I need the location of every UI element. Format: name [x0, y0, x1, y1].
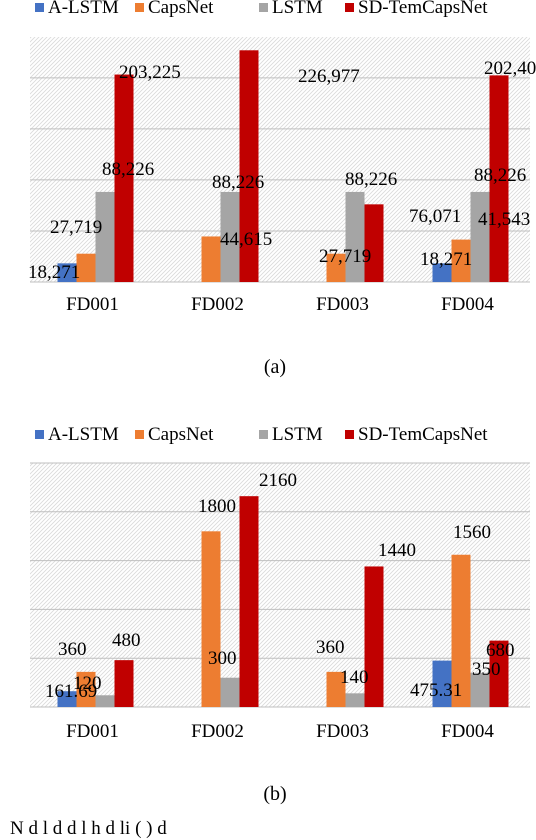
- bar-capsnet-fd001: [76, 671, 96, 707]
- bar-sd-temcapsnet-fd003: [364, 204, 384, 282]
- bar-sd-temcapsnet-fd001: [114, 660, 134, 707]
- data-label-a-lstm: 161.69: [45, 681, 97, 702]
- data-label-lstm: 140: [340, 667, 369, 688]
- data-label-capsnet: 1560: [453, 522, 491, 543]
- footer-caption-text: N d l d d l h d li ( ) d: [10, 818, 167, 839]
- bar-capsnet-fd002: [201, 531, 221, 707]
- data-label-capsnet: 41,543: [478, 209, 530, 230]
- legend-swatch-capsnet: [135, 3, 144, 12]
- bar-lstm-fd004: [470, 191, 490, 282]
- legend-label-a-lstm: A-LSTM: [48, 0, 119, 18]
- data-label-sd-temcapsnet: 2160: [259, 470, 297, 491]
- bar-sd-temcapsnet-fd003: [364, 566, 384, 707]
- bar-lstm-fd003: [345, 693, 365, 707]
- legend-swatch-lstm: [259, 430, 268, 439]
- data-label-sd-temcapsnet: 226,977: [298, 66, 360, 87]
- data-label-sd-temcapsnet: 680: [486, 640, 515, 661]
- data-label-lstm: 88,226: [345, 169, 397, 190]
- x-tick-label: FD001: [66, 294, 119, 315]
- legend-swatch-a-lstm: [35, 430, 44, 439]
- data-label-sd-temcapsnet: 202,401: [484, 58, 536, 79]
- data-label-lstm: 88,226: [474, 165, 526, 186]
- chart-b: A-LSTM CapsNet LSTM SD-TemCapsNet FD001 FD002…: [30, 424, 530, 805]
- data-label-lstm: 88,226: [102, 159, 154, 180]
- bar-lstm-fd002: [220, 677, 240, 707]
- legend-swatch-sd-temcapsnet: [345, 3, 354, 12]
- bar-lstm-fd003: [345, 191, 365, 282]
- data-label-lstm: 88,226: [212, 172, 264, 193]
- data-label-a-lstm: 18,271: [28, 262, 80, 283]
- data-label-capsnet: 360: [316, 637, 345, 658]
- data-label-sd-temcapsnet: 480: [112, 630, 141, 651]
- bar-sd-temcapsnet-fd004: [489, 640, 509, 707]
- data-label-capsnet: 1800: [198, 496, 236, 517]
- data-label-a-lstm: 475.31: [410, 680, 462, 701]
- bar-lstm-fd001: [95, 695, 115, 707]
- legend-swatch-capsnet: [135, 430, 144, 439]
- bar-a-lstm-fd004: [432, 263, 452, 282]
- bar-capsnet-fd002: [201, 236, 221, 282]
- data-label-capsnet: 27,719: [50, 217, 102, 238]
- chart-caption: (a): [264, 356, 286, 378]
- data-label-a-lstm: 18,271: [420, 249, 472, 270]
- data-label-capsnet: 27,719: [319, 246, 371, 267]
- legend-label-sd-temcapsnet: SD-TemCapsNet: [358, 424, 488, 445]
- data-label-lstm: 300: [208, 648, 237, 669]
- x-tick-label: FD003: [316, 294, 369, 315]
- data-label-lstm: 350: [472, 659, 501, 680]
- legend-label-a-lstm: A-LSTM: [48, 424, 119, 445]
- bar-capsnet-fd003: [326, 253, 346, 282]
- bar-a-lstm-fd001: [57, 691, 77, 707]
- bar-a-lstm-fd004: [432, 660, 452, 707]
- bar-sd-temcapsnet-fd002: [239, 50, 259, 282]
- x-tick-label: FD002: [191, 721, 244, 742]
- bar-lstm-fd002: [220, 191, 240, 282]
- bar-capsnet-fd001: [76, 253, 96, 282]
- bar-capsnet-fd004: [451, 554, 471, 707]
- x-tick-label: FD002: [191, 294, 244, 315]
- chart-caption: (b): [263, 783, 286, 805]
- data-label-sd-temcapsnet: 1440: [378, 540, 416, 561]
- x-tick-label: FD003: [316, 721, 369, 742]
- legend-label-sd-temcapsnet: SD-TemCapsNet: [358, 0, 488, 18]
- bar-sd-temcapsnet-fd001: [114, 74, 134, 283]
- bar-sd-temcapsnet-fd004: [489, 75, 509, 282]
- legend-swatch-lstm: [259, 3, 268, 12]
- bar-sd-temcapsnet-fd002: [239, 496, 259, 707]
- bar-capsnet-fd004: [451, 239, 471, 282]
- bar-capsnet-fd003: [326, 671, 346, 707]
- x-tick-label: FD001: [66, 721, 119, 742]
- legend-label-lstm: LSTM: [272, 0, 323, 18]
- data-label-sd-temcapsnet: 76,071: [409, 206, 461, 227]
- legend-swatch-sd-temcapsnet: [345, 430, 354, 439]
- legend-swatch-a-lstm: [35, 3, 44, 12]
- legend-label-lstm: LSTM: [272, 424, 323, 445]
- x-tick-label: FD004: [441, 294, 494, 315]
- x-tick-label: FD004: [441, 721, 494, 742]
- data-label-capsnet: 44,615: [220, 229, 272, 250]
- legend-label-capsnet: CapsNet: [148, 0, 214, 18]
- chart-a: A-LSTM CapsNet LSTM SD-TemCapsNet FD001 FD002…: [28, 0, 536, 378]
- legend-label-capsnet: CapsNet: [148, 424, 214, 445]
- bar-lstm-fd004: [470, 672, 490, 707]
- data-label-sd-temcapsnet: 203,225: [119, 62, 181, 83]
- bar-lstm-fd001: [95, 191, 115, 282]
- data-label-capsnet: 360: [58, 639, 87, 660]
- data-label-lstm: 120: [73, 673, 102, 694]
- bar-a-lstm-fd001: [57, 263, 77, 282]
